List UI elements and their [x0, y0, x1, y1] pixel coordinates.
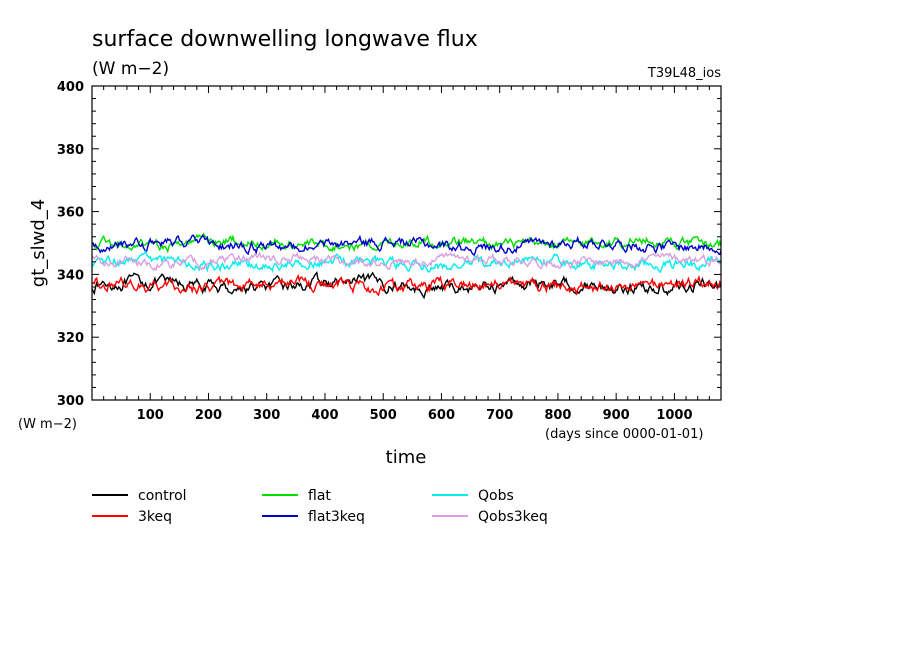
series-line-qobs	[91, 250, 722, 274]
legend-label: flat3keq	[308, 509, 365, 525]
legend-item-control: control	[92, 488, 187, 504]
legend-label: control	[138, 488, 187, 504]
x-tick-label: 900	[603, 408, 630, 423]
legend-item-3keq: 3keq	[92, 509, 172, 525]
series-layer	[91, 232, 722, 300]
legend-label: 3keq	[138, 509, 172, 525]
legend-item-flat3keq: flat3keq	[262, 509, 365, 525]
x-tick-label: 1000	[656, 408, 692, 423]
x-tick-label: 100	[137, 408, 164, 423]
x-tick-label: 600	[428, 408, 455, 423]
y-tick-label: 400	[57, 80, 84, 95]
x-axis-label: time	[386, 447, 427, 468]
series-line-qobs3keq	[91, 251, 722, 272]
y-tick-label: 320	[57, 331, 84, 346]
chart-units: (W m−2)	[92, 59, 169, 79]
y-axis-units: (W m−2)	[18, 417, 77, 432]
x-tick-label: 200	[195, 408, 222, 423]
y-tick-label: 340	[57, 268, 84, 283]
x-axis-units: (days since 0000-01-01)	[545, 427, 703, 442]
y-tick-label: 360	[57, 206, 84, 221]
legend-label: flat	[308, 488, 331, 504]
series-line-3keq	[91, 273, 722, 297]
legend-item-qobs: Qobs	[432, 488, 514, 504]
axes-layer: 100 200 300 400 500 600 700 800 900 1000 300 320 340…	[57, 80, 722, 423]
x-tick-label: 500	[370, 408, 397, 423]
x-tick-label: 400	[311, 408, 338, 423]
legend-item-qobs3keq: Qobs3keq	[432, 509, 548, 525]
legend: control flat Qobs3keq flat3keq Qobs3keq	[92, 488, 548, 525]
legend-label: Qobs	[478, 488, 514, 504]
legend-label: Qobs3keq	[478, 509, 548, 525]
chart-tag: T39L48_ios	[647, 66, 721, 81]
y-tick-label: 380	[57, 143, 84, 158]
y-tick-label: 300	[57, 394, 84, 409]
x-tick-label: 300	[253, 408, 280, 423]
y-axis-label: gt_slwd_4	[28, 199, 49, 287]
x-tick-label: 800	[544, 408, 571, 423]
series-line-flat3keq	[91, 233, 722, 257]
series-line-flat	[91, 232, 722, 254]
x-tick-label: 700	[486, 408, 513, 423]
chart-title: surface downwelling longwave flux	[92, 27, 478, 52]
legend-item-flat: flat	[262, 488, 331, 504]
